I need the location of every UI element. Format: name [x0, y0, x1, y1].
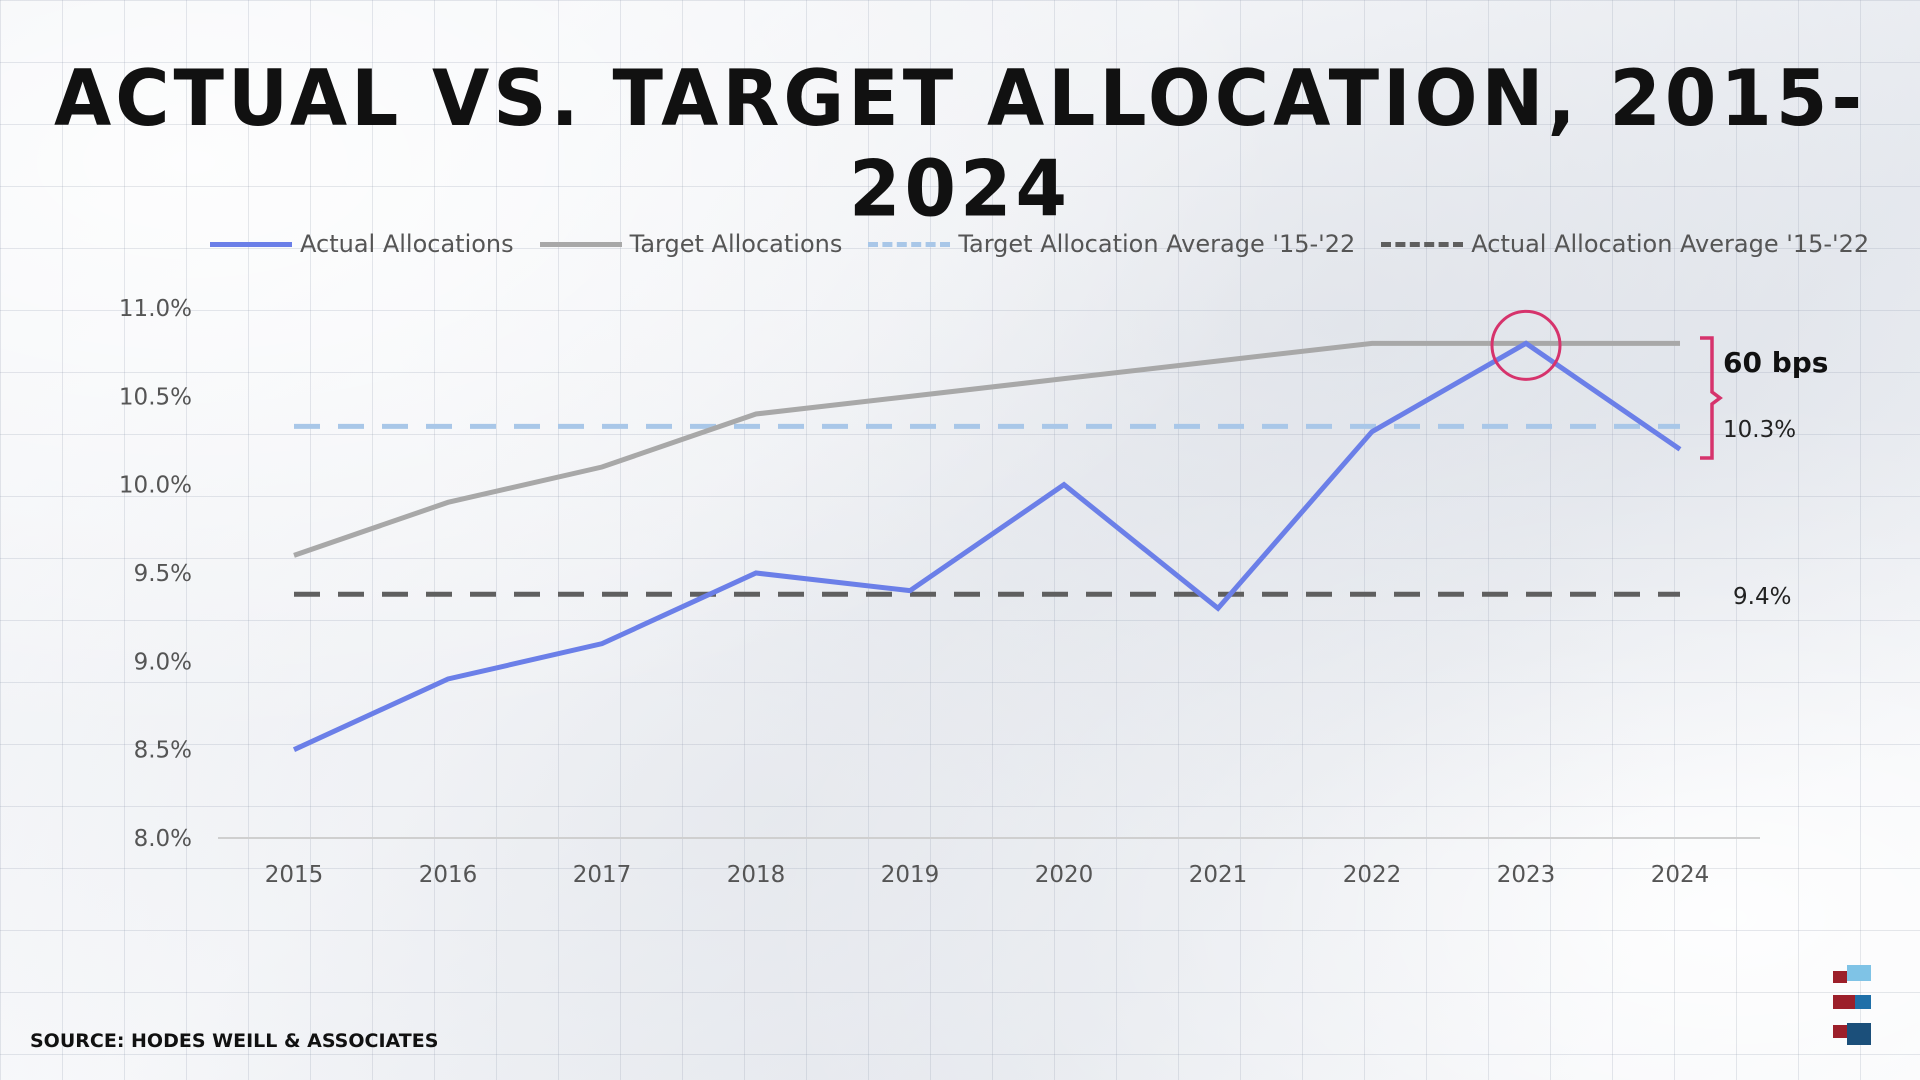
- legend-swatch-actual-average: [1381, 241, 1464, 247]
- y-tick-label: 11.0%: [119, 296, 192, 322]
- legend-swatch-actual: [210, 241, 292, 247]
- y-tick-label: 9.5%: [134, 561, 192, 587]
- series-line-target: [293, 340, 1680, 558]
- chart-legend: Actual Allocations Target Allocations Ta…: [210, 230, 1895, 258]
- actual-average-value-label: 9.4%: [1733, 584, 1791, 610]
- target-average-value-label: 10.3%: [1723, 417, 1796, 443]
- gap-brace: [1700, 336, 1723, 460]
- x-tick-label: 2022: [1343, 862, 1402, 888]
- x-tick-label: 2021: [1189, 862, 1248, 888]
- y-tick-label: 9.0%: [134, 649, 192, 675]
- x-tick-label: 2017: [573, 862, 632, 888]
- x-tick-label: 2018: [727, 862, 786, 888]
- legend-item-target-average: Target Allocation Average '15-'22: [868, 230, 1355, 258]
- legend-swatch-target: [539, 241, 622, 247]
- highlight-circle: [1490, 309, 1562, 381]
- legend-label-target: Target Allocations: [629, 230, 843, 258]
- legend-label-actual: Actual Allocations: [300, 230, 514, 258]
- x-tick-label: 2015: [265, 862, 324, 888]
- y-tick-label: 8.5%: [134, 738, 192, 764]
- source-note: SOURCE: HODES WEILL & ASSOCIATES: [30, 1030, 439, 1052]
- y-tick-label: 8.0%: [134, 826, 192, 852]
- legend-item-target: Target Allocations: [539, 230, 843, 258]
- y-tick-label: 10.5%: [119, 384, 192, 410]
- legend-label-target-average: Target Allocation Average '15-'22: [958, 230, 1356, 258]
- brand-logo-icon: [1833, 965, 1871, 1045]
- y-tick-label: 10.0%: [119, 473, 192, 499]
- gap-annotation: 60 bps: [1723, 346, 1828, 379]
- legend-label-actual-average: Actual Allocation Average '15-'22: [1471, 230, 1870, 258]
- x-tick-label: 2024: [1651, 862, 1710, 888]
- x-tick-label: 2020: [1035, 862, 1094, 888]
- legend-item-actual-average: Actual Allocation Average '15-'22: [1381, 230, 1869, 258]
- x-tick-label: 2019: [881, 862, 940, 888]
- chart-title: Actual vs. Target Allocation, 2015-2024: [53, 53, 1867, 235]
- x-tick-label: 2016: [419, 862, 478, 888]
- legend-swatch-target-average: [868, 241, 951, 247]
- legend-item-actual: Actual Allocations: [210, 230, 514, 258]
- series-line-actual: [292, 340, 1682, 752]
- x-tick-label: 2023: [1497, 862, 1556, 888]
